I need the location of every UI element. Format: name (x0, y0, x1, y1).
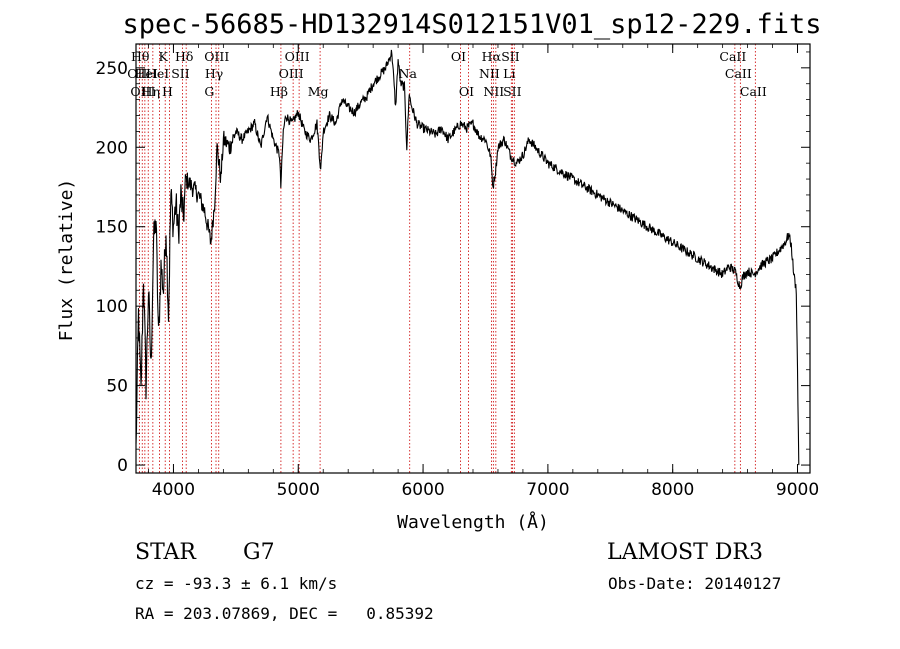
line-marker-label: SII (501, 49, 520, 64)
line-marker-label: HeI (146, 66, 169, 81)
y-tick-label: 100 (96, 297, 128, 317)
x-tick-label: 9000 (776, 480, 819, 500)
emission-line-markers (138, 44, 756, 473)
line-marker-label: Hδ (175, 49, 193, 64)
line-marker-label: Li (503, 66, 515, 81)
line-marker-label: SII (503, 84, 522, 99)
line-marker-label: CaII (725, 66, 752, 81)
line-marker-label: OI (459, 84, 474, 99)
line-marker-label: G (204, 84, 214, 99)
line-marker-label: Hβ (270, 84, 288, 99)
line-marker-label: NII (479, 66, 500, 81)
line-marker-label: CaII (740, 84, 767, 99)
y-tick-label: 50 (106, 377, 128, 397)
x-tick-label: 4000 (152, 480, 195, 500)
x-tick-label: 7000 (526, 480, 569, 500)
x-axis-label: Wavelength (Å) (397, 511, 549, 533)
plot-frame (135, 43, 811, 474)
line-marker-label: CaII (719, 49, 746, 64)
line-marker-label: OIII (130, 84, 155, 99)
line-marker-label: OIII (279, 66, 304, 81)
line-marker-label: K (159, 49, 169, 64)
survey-name: LAMOST DR3 (607, 540, 763, 565)
object-class: STAR (135, 540, 197, 565)
line-marker-label: HeI (135, 66, 158, 81)
y-axis-label: Flux (relative) (56, 179, 77, 342)
redshift-cz: cz = -93.3 ± 6.1 km/s (135, 574, 337, 593)
line-marker-label: Mg (308, 84, 329, 99)
y-tick-label: 250 (96, 59, 128, 79)
line-marker-label: Hγ (205, 66, 223, 81)
spectrum-line (135, 49, 800, 466)
line-marker-label: H (162, 84, 173, 99)
emission-line-labels: OIIHθOIIIHeIHηHeIKHSIIHδGHγOIIIHβOIIIOII… (127, 49, 767, 99)
line-marker-label: Hθ (131, 49, 149, 64)
y-tick-label: 150 (96, 218, 128, 238)
object-subclass: G7 (243, 540, 275, 565)
line-marker-label: OIII (204, 49, 229, 64)
y-tick-label: 200 (96, 138, 128, 158)
line-marker-label: OIII (285, 49, 310, 64)
ra-dec-coordinates: RA = 203.07869, DEC = 0.85392 (135, 604, 434, 623)
y-axis-ticks: 0 50 100 150 200 250 (96, 51, 810, 476)
x-tick-label: 5000 (277, 480, 320, 500)
line-marker-label: OI (451, 49, 466, 64)
y-tick-label: 0 (117, 456, 128, 476)
line-marker-label: NII (483, 84, 504, 99)
observation-date: Obs-Date: 20140127 (608, 574, 781, 593)
x-axis-ticks: 4000 5000 6000 7000 8000 9000 (148, 44, 819, 500)
chart-title: spec-56685-HD132914S012151V01_sp12-229.f… (123, 9, 822, 40)
line-marker-label: SII (171, 66, 190, 81)
line-marker-label: Hη (142, 84, 160, 99)
x-tick-label: 8000 (651, 480, 694, 500)
line-marker-label: Na (399, 66, 418, 81)
line-marker-label: OII (127, 66, 147, 81)
x-tick-label: 6000 (401, 480, 444, 500)
line-marker-label: Hα (482, 49, 502, 64)
